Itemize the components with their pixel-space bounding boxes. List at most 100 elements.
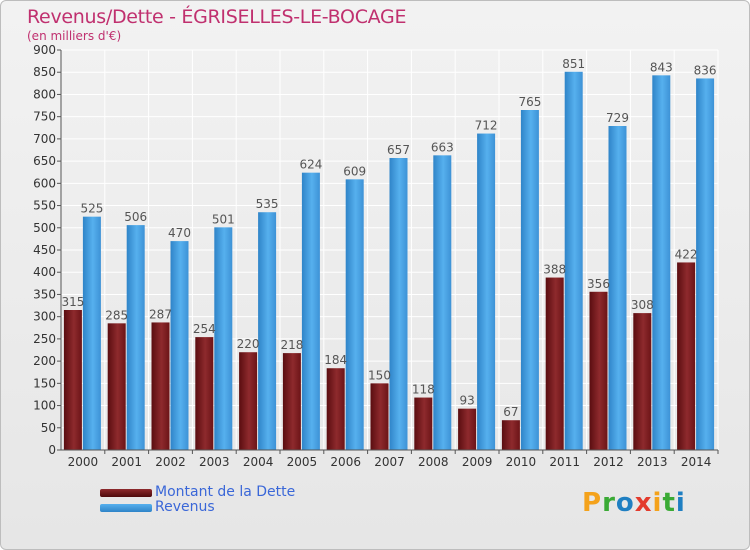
data-label-debt-2012: 356 [587, 277, 610, 291]
bar-revenue-2012 [608, 126, 627, 450]
data-label-debt-2013: 308 [631, 298, 654, 312]
bar-revenue-2005 [301, 172, 320, 450]
y-tick-label: 50 [41, 421, 56, 435]
bar-debt-2005 [282, 353, 301, 450]
bar-revenue-2001 [126, 225, 145, 450]
bar-debt-2000 [63, 310, 82, 450]
data-label-revenue-2004: 535 [256, 197, 279, 211]
data-label-debt-2002: 287 [149, 307, 172, 321]
data-label-revenue-2001: 506 [124, 210, 147, 224]
y-tick-label: 900 [33, 43, 56, 57]
bar-revenue-2004 [258, 212, 277, 450]
x-tick-label-2000: 2000 [68, 455, 99, 469]
data-label-revenue-2002: 470 [168, 226, 191, 240]
legend-swatch-debt [100, 489, 152, 497]
x-tick-label-2014: 2014 [681, 455, 712, 469]
proxiti-logo: Proxiti [582, 488, 686, 518]
bar-revenue-2014 [696, 78, 715, 450]
bar-debt-2001 [107, 323, 126, 450]
y-tick-label: 150 [33, 376, 56, 390]
y-tick-label: 300 [33, 310, 56, 324]
bar-debt-2007 [370, 383, 389, 450]
data-label-debt-2004: 220 [237, 337, 260, 351]
x-tick-label-2012: 2012 [593, 455, 624, 469]
legend-swatch-revenue [100, 504, 152, 512]
bar-debt-2012 [589, 291, 608, 450]
bar-debt-2010 [501, 420, 520, 450]
y-tick-label: 800 [33, 87, 56, 101]
data-label-revenue-2005: 624 [299, 158, 322, 172]
y-tick-label: 500 [33, 221, 56, 235]
bar-debt-2014 [677, 262, 696, 450]
data-label-debt-2008: 118 [412, 383, 435, 397]
x-tick-label-2001: 2001 [111, 455, 142, 469]
bar-debt-2011 [545, 277, 564, 450]
data-label-revenue-2000: 525 [80, 202, 103, 216]
bar-revenue-2003 [214, 227, 233, 450]
y-tick-label: 750 [33, 110, 56, 124]
y-tick-label: 700 [33, 132, 56, 146]
bar-debt-2008 [414, 397, 433, 450]
bar-debt-2003 [195, 337, 214, 450]
logo-letter: o [615, 488, 635, 518]
data-label-debt-2001: 285 [105, 308, 128, 322]
y-tick-label: 0 [48, 443, 56, 457]
data-label-debt-2014: 422 [675, 247, 698, 261]
data-label-debt-2007: 150 [368, 368, 391, 382]
x-tick-label-2004: 2004 [243, 455, 274, 469]
data-label-revenue-2007: 657 [387, 143, 410, 157]
bar-revenue-2002 [170, 241, 189, 450]
x-tick-label-2011: 2011 [549, 455, 580, 469]
bar-debt-2004 [239, 352, 258, 450]
bar-debt-2009 [458, 408, 477, 450]
x-tick-label-2005: 2005 [287, 455, 318, 469]
bar-revenue-2011 [564, 71, 583, 451]
x-tick-label-2010: 2010 [506, 455, 537, 469]
y-tick-label: 650 [33, 154, 56, 168]
data-label-revenue-2014: 836 [694, 63, 717, 77]
x-tick-label-2007: 2007 [374, 455, 405, 469]
x-tick-label-2006: 2006 [330, 455, 361, 469]
logo-letter: t [662, 488, 676, 518]
y-tick-label: 400 [33, 265, 56, 279]
bar-revenue-2006 [345, 179, 364, 451]
data-label-debt-2006: 184 [324, 353, 347, 367]
legend-label-debt: Montant de la Dette [155, 484, 296, 500]
data-label-revenue-2010: 765 [518, 95, 541, 109]
x-tick-label-2013: 2013 [637, 455, 668, 469]
data-label-debt-2009: 93 [459, 394, 474, 408]
data-label-revenue-2006: 609 [343, 164, 366, 178]
data-label-revenue-2009: 712 [475, 119, 498, 133]
data-label-revenue-2008: 663 [431, 140, 454, 154]
x-tick-label-2003: 2003 [199, 455, 230, 469]
bar-revenue-2013 [652, 75, 671, 450]
chart-title: Revenus/Dette - ÉGRISELLES-LE-BOCAGE [27, 6, 407, 28]
bar-revenue-2000 [82, 216, 101, 450]
x-tick-label-2008: 2008 [418, 455, 449, 469]
legend-label-revenue: Revenus [155, 499, 215, 515]
x-tick-label-2009: 2009 [462, 455, 493, 469]
data-label-revenue-2013: 843 [650, 60, 673, 74]
logo-letter: r [602, 488, 616, 518]
data-label-revenue-2012: 729 [606, 111, 629, 125]
data-label-revenue-2011: 851 [562, 57, 585, 71]
y-tick-label: 250 [33, 332, 56, 346]
bar-revenue-2007 [389, 158, 408, 450]
logo-letter: i [675, 488, 686, 518]
data-label-debt-2005: 218 [280, 338, 303, 352]
bar-debt-2013 [633, 313, 652, 450]
bar-revenue-2009 [477, 133, 496, 451]
data-label-debt-2000: 315 [61, 295, 84, 309]
x-tick-label-2002: 2002 [155, 455, 186, 469]
y-tick-label: 550 [33, 199, 56, 213]
data-label-debt-2011: 388 [543, 263, 566, 277]
y-tick-label: 600 [33, 176, 56, 190]
chart-subtitle: (en milliers d'€) [27, 29, 122, 43]
bar-debt-2006 [326, 368, 345, 450]
bar-revenue-2008 [433, 155, 452, 451]
logo-letter: x [634, 488, 653, 518]
logo-letter: P [582, 488, 603, 518]
data-label-debt-2010: 67 [503, 405, 518, 419]
bar-revenue-2010 [520, 110, 539, 450]
